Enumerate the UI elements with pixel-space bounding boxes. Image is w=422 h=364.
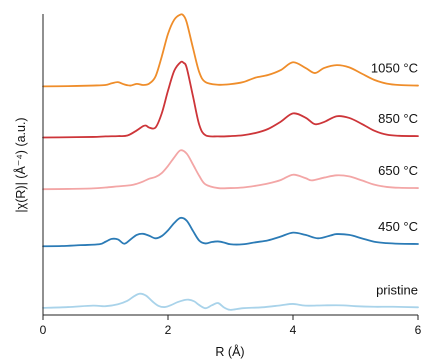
x-tick-label: 4 bbox=[290, 323, 297, 337]
series-line-1 bbox=[42, 216, 419, 248]
series-label-1: 450 °C bbox=[378, 219, 418, 234]
series-line-0 bbox=[42, 292, 419, 311]
series-line-3 bbox=[42, 60, 419, 139]
series-lines bbox=[42, 13, 419, 311]
series-label-3: 850 °C bbox=[378, 111, 418, 126]
series-labels: pristine 450 °C 650 °C 850 °C 1050 °C bbox=[371, 61, 418, 298]
series-line-4 bbox=[42, 13, 419, 88]
series-label-4: 1050 °C bbox=[371, 61, 418, 76]
x-tick-label: 0 bbox=[40, 323, 47, 337]
x-axis-label: R (Å) bbox=[215, 344, 244, 359]
y-axis-label: |χ(R)| (Å⁻⁴) (a.u.) bbox=[13, 117, 28, 212]
series-label-0: pristine bbox=[376, 282, 418, 297]
series-label-2: 650 °C bbox=[378, 163, 418, 178]
x-ticks: 0 2 4 6 bbox=[40, 315, 422, 337]
x-tick-label: 2 bbox=[165, 323, 172, 337]
series-line-2 bbox=[42, 149, 419, 191]
x-tick-label: 6 bbox=[415, 323, 422, 337]
